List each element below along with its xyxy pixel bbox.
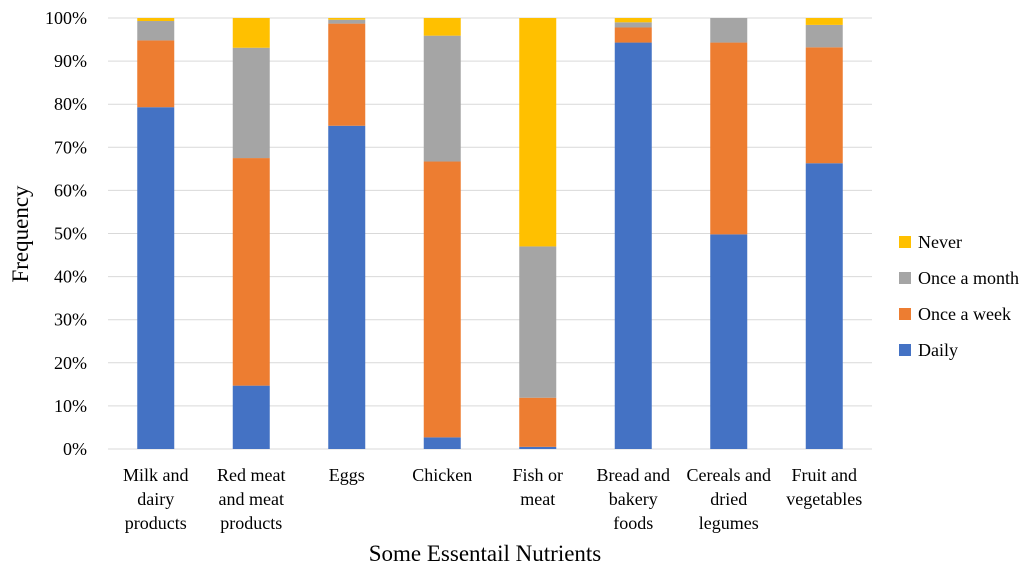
bar-segment-never bbox=[519, 18, 557, 247]
x-tick-label: Fruit and vegetables bbox=[786, 465, 862, 509]
bar-segment-once-a-month bbox=[614, 22, 652, 28]
y-tick-label: 40% bbox=[54, 267, 87, 287]
x-tick-label: Red meat and meat products bbox=[217, 465, 285, 533]
bar-segment-once-a-week bbox=[328, 23, 366, 126]
x-axis-title: Some Essentail Nutrients bbox=[369, 541, 602, 566]
y-tick-label: 0% bbox=[63, 439, 87, 459]
bar-segment-once-a-week bbox=[710, 42, 748, 235]
y-tick-label: 100% bbox=[45, 8, 87, 28]
bar-segment-daily bbox=[328, 125, 366, 449]
legend-label: Once a month bbox=[918, 268, 1019, 288]
bar-segment-once-a-month bbox=[805, 24, 843, 48]
y-tick-label: 80% bbox=[54, 94, 87, 114]
bar-segment-once-a-month bbox=[232, 47, 270, 159]
x-tick-label: Fish or meat bbox=[512, 465, 563, 509]
bar-segment-daily bbox=[423, 437, 461, 449]
bar-segment-never bbox=[805, 18, 843, 25]
bar-segment-once-a-week bbox=[614, 27, 652, 43]
bar-segment-never bbox=[232, 18, 270, 48]
bar-segment-once-a-week bbox=[137, 40, 175, 108]
y-tick-label: 10% bbox=[54, 396, 87, 416]
bar-segment-once-a-month bbox=[328, 19, 366, 24]
bar-segment-daily bbox=[614, 42, 652, 449]
bar-segment-never bbox=[328, 18, 366, 20]
y-axis-ticks: 0% 10% 20% 30% 40% 50% 60% 70% 80% 90% 100% bbox=[45, 8, 87, 459]
bar-segment-daily bbox=[137, 107, 175, 449]
x-tick-label: Chicken bbox=[412, 465, 472, 485]
gridlines bbox=[108, 17, 872, 450]
bar-segment-once-a-month bbox=[137, 21, 175, 41]
x-tick-label: Milk and dairy products bbox=[123, 465, 189, 533]
bar-segment-never bbox=[614, 18, 652, 23]
legend-swatch bbox=[899, 344, 911, 356]
legend-swatch bbox=[899, 308, 911, 320]
x-tick-label: Bread and bakery foods bbox=[597, 465, 670, 533]
legend-swatch bbox=[899, 272, 911, 284]
y-axis-title: Frequency bbox=[8, 185, 33, 283]
bar-segment-never bbox=[137, 18, 175, 22]
bar-segment-daily bbox=[710, 234, 748, 449]
legend-label: Daily bbox=[918, 340, 958, 360]
bar-segment-once-a-month bbox=[710, 18, 748, 43]
x-tick-label: Eggs bbox=[329, 465, 365, 485]
bar-segment-once-a-month bbox=[519, 246, 557, 398]
legend-label: Never bbox=[918, 232, 962, 252]
legend-swatch bbox=[899, 236, 911, 248]
x-axis-ticks: Milk and dairy products Red meat and meat pro… bbox=[123, 465, 862, 533]
y-tick-label: 20% bbox=[54, 353, 87, 373]
bar-segment-once-a-week bbox=[232, 158, 270, 386]
bar-segment-once-a-week bbox=[519, 397, 557, 447]
legend: Never Once a month Once a week Daily bbox=[899, 232, 1019, 360]
bar-segment-once-a-week bbox=[805, 47, 843, 164]
y-tick-label: 60% bbox=[54, 180, 87, 200]
bars bbox=[137, 18, 843, 449]
y-tick-label: 50% bbox=[54, 224, 87, 244]
bar-segment-never bbox=[423, 18, 461, 36]
bar-segment-once-a-month bbox=[423, 35, 461, 162]
bar-segment-daily bbox=[805, 163, 843, 449]
legend-label: Once a week bbox=[918, 304, 1011, 324]
y-tick-label: 30% bbox=[54, 310, 87, 330]
bar-segment-daily bbox=[519, 446, 557, 449]
y-tick-label: 90% bbox=[54, 51, 87, 71]
bar-segment-once-a-week bbox=[423, 161, 461, 438]
bar-segment-daily bbox=[232, 385, 270, 449]
x-tick-label: Cereals and dried legumes bbox=[687, 465, 771, 533]
y-tick-label: 70% bbox=[54, 137, 87, 157]
